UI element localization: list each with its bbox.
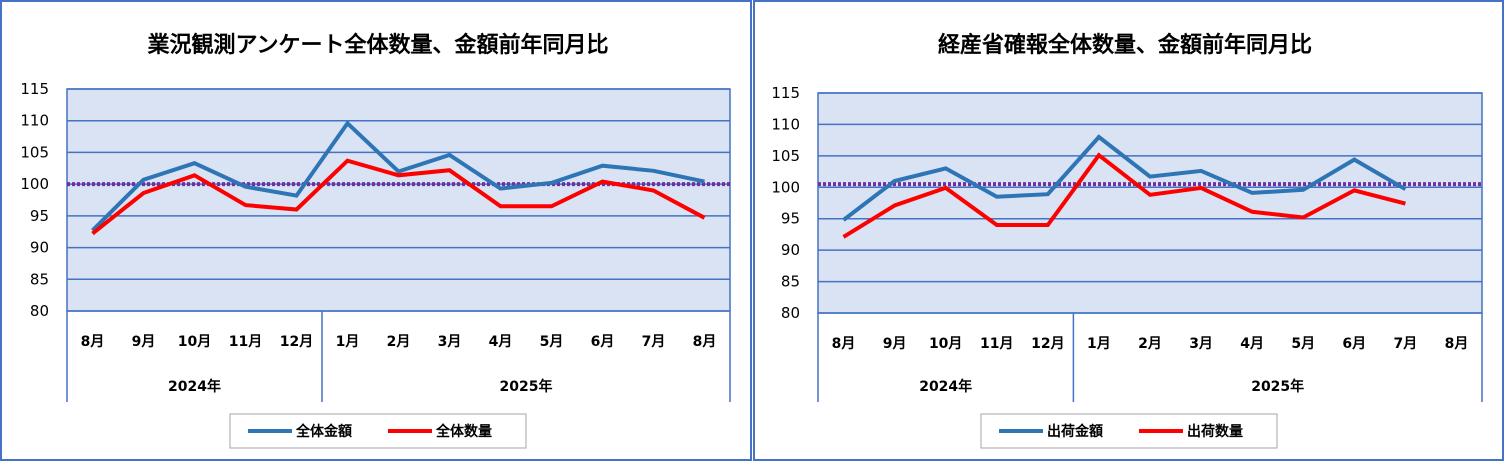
chart-right: 経産省確報全体数量、金額前年同月比 80 85 90 95 100 105 110 115 202…	[771, 32, 1483, 449]
legend-label: 出荷数量	[1187, 423, 1243, 440]
y-tick-label: 110	[20, 112, 49, 130]
year-label: 2024年	[168, 378, 221, 395]
chart-panel-left: 業況観測アンケート全体数量、金額前年同月比 80 85 90 95 100 105 110 11…	[0, 0, 752, 461]
x-tick-label: 2月	[1138, 336, 1162, 352]
x-tick-label: 10月	[178, 334, 211, 350]
x-tick-label: 11月	[229, 334, 262, 350]
x-tick-label: 5月	[1291, 336, 1315, 352]
x-tick-label: 9月	[132, 334, 156, 350]
series-line-amount	[842, 134, 1407, 222]
x-tick-label: 5月	[540, 334, 564, 350]
legend-label: 全体金額	[295, 423, 352, 440]
year-label: 2025年	[500, 378, 553, 395]
y-tick-label: 105	[771, 147, 800, 165]
y-tick-label: 110	[771, 115, 800, 133]
chart-title: 経産省確報全体数量、金額前年同月比	[938, 32, 1312, 58]
x-tick-label: 7月	[642, 334, 666, 350]
y-tick-label: 90	[30, 239, 49, 257]
x-tick-label: 11月	[980, 336, 1013, 352]
x-tick-label: 7月	[1394, 336, 1418, 352]
x-tick-label: 9月	[883, 336, 907, 352]
x-tick-label: 3月	[1189, 336, 1213, 352]
y-tick-label: 100	[771, 178, 800, 196]
legend-label: 出荷金額	[1047, 423, 1103, 440]
x-tick-label: 8月	[81, 334, 105, 350]
x-tick-label: 8月	[1445, 336, 1469, 352]
x-tick-label: 6月	[591, 334, 615, 350]
series-line-amount	[91, 120, 705, 232]
year-label: 2024年	[919, 378, 972, 395]
x-tick-label: 1月	[1087, 336, 1111, 352]
x-tick-label: 6月	[1342, 336, 1366, 352]
chart-panel-right: 経産省確報全体数量、金額前年同月比 80 85 90 95 100 105 110 115 202…	[753, 0, 1504, 461]
y-tick-label: 95	[781, 210, 800, 228]
x-tick-label: 2月	[387, 334, 411, 350]
y-tick-label: 80	[781, 304, 800, 322]
plot-area	[66, 88, 731, 312]
y-tick-label: 85	[781, 273, 800, 291]
series-line-quantity	[842, 152, 1406, 239]
chart-left: 業況観測アンケート全体数量、金額前年同月比 80 85 90 95 100 105 110 11…	[20, 32, 731, 449]
x-tick-label: 8月	[832, 336, 856, 352]
x-tick-label: 1月	[336, 334, 360, 350]
legend-label: 全体数量	[435, 423, 492, 440]
y-tick-label: 80	[30, 302, 49, 320]
chart-title: 業況観測アンケート全体数量、金額前年同月比	[147, 32, 608, 58]
y-tick-label: 85	[30, 270, 49, 288]
x-tick-label: 3月	[438, 334, 462, 350]
x-tick-label: 8月	[693, 334, 717, 350]
x-tick-label: 4月	[1240, 336, 1264, 352]
y-tick-label: 115	[771, 84, 800, 102]
y-tick-label: 100	[20, 175, 49, 193]
year-label: 2025年	[1251, 378, 1304, 395]
y-tick-label: 115	[20, 80, 49, 98]
x-tick-label: 12月	[280, 334, 313, 350]
x-tick-label: 4月	[489, 334, 513, 350]
x-tick-label: 12月	[1031, 336, 1064, 352]
y-tick-label: 90	[781, 241, 800, 259]
x-tick-label: 10月	[929, 336, 962, 352]
plot-area	[817, 92, 1483, 314]
y-tick-label: 105	[20, 143, 49, 161]
y-tick-label: 95	[30, 207, 49, 225]
